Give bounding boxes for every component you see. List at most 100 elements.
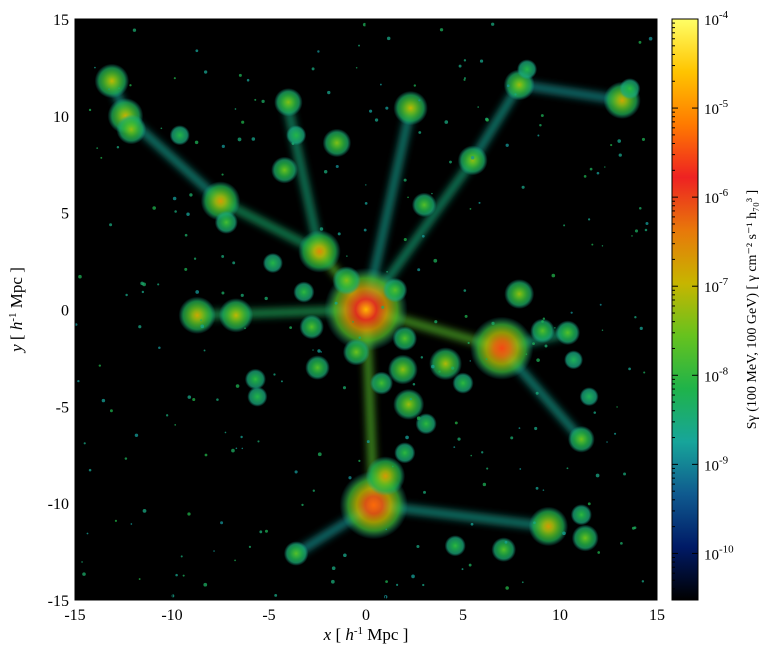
faint-source bbox=[644, 228, 648, 232]
halo-25 bbox=[283, 541, 309, 566]
halo-43 bbox=[169, 125, 190, 146]
faint-source bbox=[601, 245, 604, 247]
halo-44 bbox=[214, 210, 238, 234]
faint-source bbox=[213, 550, 215, 552]
y-tick-label: 5 bbox=[61, 206, 69, 223]
faint-source bbox=[358, 459, 361, 462]
faint-source bbox=[391, 465, 394, 468]
faint-source bbox=[264, 296, 268, 301]
faint-source bbox=[536, 358, 540, 362]
faint-source bbox=[416, 544, 420, 549]
faint-source bbox=[542, 317, 546, 320]
halo-23 bbox=[571, 524, 599, 552]
filament-5 bbox=[282, 96, 323, 255]
y-tick-label: -5 bbox=[56, 399, 69, 416]
faint-source bbox=[504, 540, 508, 544]
faint-source bbox=[109, 223, 113, 227]
faint-source bbox=[312, 349, 314, 351]
faint-source bbox=[259, 530, 263, 534]
faint-source bbox=[470, 522, 474, 526]
faint-source bbox=[291, 142, 295, 146]
halo-18 bbox=[322, 128, 352, 158]
faint-source bbox=[589, 167, 593, 171]
halo-38 bbox=[570, 504, 592, 526]
faint-source bbox=[100, 156, 103, 159]
faint-source bbox=[83, 442, 86, 445]
faint-source bbox=[478, 201, 481, 204]
faint-source bbox=[108, 88, 110, 90]
faint-source bbox=[537, 134, 540, 137]
colorbar-tick-label: 10-9 bbox=[704, 454, 729, 474]
faint-source bbox=[251, 137, 256, 141]
faint-source bbox=[96, 147, 99, 149]
faint-source bbox=[467, 341, 470, 345]
faint-source bbox=[535, 486, 539, 490]
faint-source bbox=[463, 77, 466, 80]
faint-source bbox=[631, 235, 633, 237]
halo-45 bbox=[619, 78, 641, 100]
faint-source bbox=[317, 349, 321, 353]
faint-source bbox=[343, 553, 347, 558]
colorbar-frame bbox=[671, 18, 699, 601]
faint-source bbox=[320, 351, 322, 353]
faint-source bbox=[641, 580, 645, 583]
colorbar-tick-label: 10-7 bbox=[704, 276, 729, 296]
x-tick-label: -10 bbox=[161, 607, 182, 624]
faint-source bbox=[98, 364, 102, 367]
faint-source bbox=[241, 447, 244, 450]
faint-source bbox=[379, 83, 382, 86]
faint-source bbox=[610, 143, 613, 147]
faint-source bbox=[562, 531, 566, 536]
faint-source bbox=[433, 258, 438, 263]
faint-source bbox=[535, 391, 539, 395]
faint-source bbox=[140, 281, 144, 286]
faint-source bbox=[521, 581, 524, 584]
faint-source bbox=[94, 66, 96, 69]
faint-source bbox=[366, 440, 370, 444]
faint-source bbox=[506, 84, 510, 88]
faint-source bbox=[618, 153, 622, 157]
faint-source bbox=[240, 293, 244, 297]
faint-source bbox=[193, 257, 197, 260]
faint-source bbox=[257, 440, 260, 443]
faint-source bbox=[405, 435, 409, 440]
faint-source bbox=[182, 574, 185, 577]
y-tick-label: 10 bbox=[53, 109, 69, 126]
faint-source bbox=[491, 321, 495, 325]
faint-source bbox=[192, 397, 196, 402]
x-tick-label: 0 bbox=[362, 607, 370, 624]
faint-source bbox=[238, 73, 242, 77]
faint-source bbox=[152, 206, 156, 210]
faint-source bbox=[463, 289, 467, 292]
colorbar: 10-4 10-5 10-6 10-7 10-8 10-9 10-10 Sγ (100 Me… bbox=[671, 9, 760, 601]
faint-source bbox=[566, 467, 569, 470]
faint-source bbox=[444, 120, 449, 124]
faint-source bbox=[597, 551, 601, 554]
halo-7 bbox=[429, 347, 462, 381]
faint-source bbox=[544, 344, 548, 348]
faint-source bbox=[422, 583, 425, 587]
faint-source bbox=[132, 28, 137, 32]
y-tick-label: -15 bbox=[48, 593, 69, 610]
faint-source bbox=[533, 521, 536, 525]
faint-source bbox=[521, 185, 525, 189]
faint-source bbox=[86, 532, 89, 535]
faint-source bbox=[534, 426, 538, 431]
x-axis: -15 -10 -5 0 5 10 15 bbox=[64, 19, 665, 624]
faint-source bbox=[203, 582, 208, 587]
halo-31 bbox=[293, 281, 315, 303]
faint-source bbox=[134, 433, 139, 438]
faint-source bbox=[274, 593, 278, 597]
faint-source bbox=[458, 64, 462, 68]
faint-source bbox=[280, 380, 283, 383]
halo-35 bbox=[392, 326, 418, 351]
halo-8 bbox=[387, 354, 418, 385]
faint-source bbox=[385, 106, 389, 110]
faint-source bbox=[551, 273, 556, 278]
halo-3 bbox=[298, 230, 341, 273]
faint-source bbox=[420, 356, 424, 359]
faint-source bbox=[385, 528, 387, 531]
faint-source bbox=[138, 325, 142, 329]
faint-source bbox=[221, 255, 225, 258]
faint-source bbox=[189, 193, 193, 197]
